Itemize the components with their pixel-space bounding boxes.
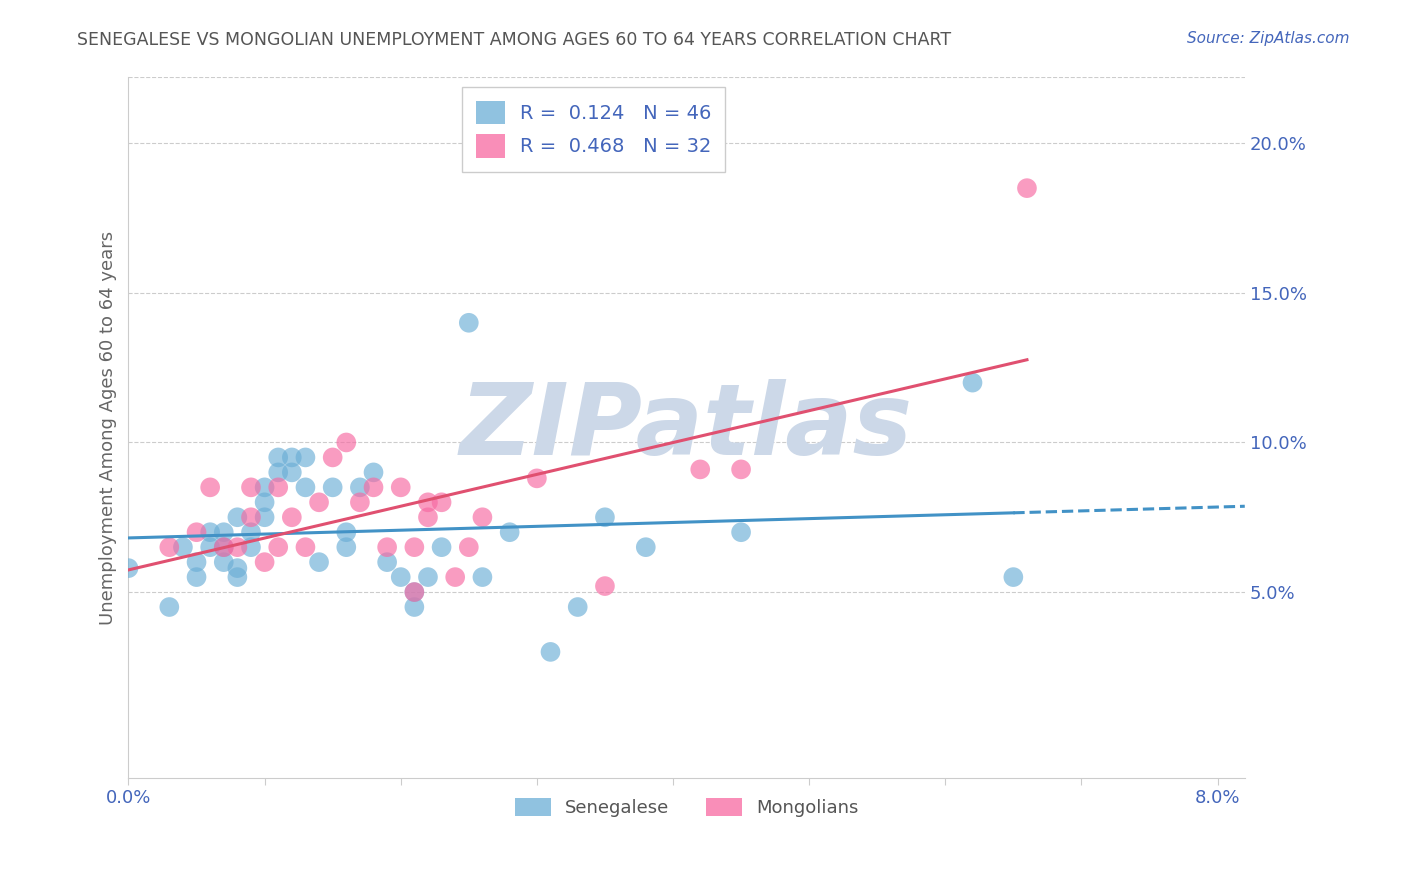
- Point: [281, 466, 304, 480]
- Text: SENEGALESE VS MONGOLIAN UNEMPLOYMENT AMONG AGES 60 TO 64 YEARS CORRELATION CHART: SENEGALESE VS MONGOLIAN UNEMPLOYMENT AMO…: [77, 31, 952, 49]
- Point: [240, 525, 263, 540]
- Point: [389, 570, 412, 584]
- Point: [404, 540, 426, 554]
- Point: [404, 600, 426, 615]
- Point: [226, 510, 249, 524]
- Point: [267, 466, 290, 480]
- Point: [212, 540, 235, 554]
- Point: [540, 645, 562, 659]
- Point: [375, 540, 398, 554]
- Point: [157, 600, 180, 615]
- Point: [1002, 570, 1025, 584]
- Point: [186, 570, 208, 584]
- Point: [308, 555, 330, 569]
- Point: [457, 316, 479, 330]
- Point: [416, 495, 439, 509]
- Point: [322, 480, 344, 494]
- Point: [593, 579, 616, 593]
- Point: [1015, 181, 1038, 195]
- Point: [498, 525, 520, 540]
- Point: [730, 525, 752, 540]
- Point: [416, 570, 439, 584]
- Point: [375, 555, 398, 569]
- Point: [240, 540, 263, 554]
- Point: [281, 510, 304, 524]
- Point: [335, 525, 357, 540]
- Point: [349, 480, 371, 494]
- Point: [430, 495, 453, 509]
- Point: [335, 540, 357, 554]
- Point: [253, 495, 276, 509]
- Point: [157, 540, 180, 554]
- Point: [172, 540, 194, 554]
- Text: Source: ZipAtlas.com: Source: ZipAtlas.com: [1187, 31, 1350, 46]
- Point: [430, 540, 453, 554]
- Point: [689, 462, 711, 476]
- Point: [253, 480, 276, 494]
- Point: [444, 570, 467, 584]
- Point: [186, 555, 208, 569]
- Point: [226, 540, 249, 554]
- Y-axis label: Unemployment Among Ages 60 to 64 years: Unemployment Among Ages 60 to 64 years: [100, 230, 117, 624]
- Point: [471, 570, 494, 584]
- Point: [389, 480, 412, 494]
- Point: [294, 540, 316, 554]
- Point: [634, 540, 657, 554]
- Point: [117, 561, 139, 575]
- Point: [281, 450, 304, 465]
- Point: [294, 480, 316, 494]
- Point: [186, 525, 208, 540]
- Point: [198, 525, 221, 540]
- Point: [593, 510, 616, 524]
- Point: [457, 540, 479, 554]
- Point: [363, 466, 385, 480]
- Point: [294, 450, 316, 465]
- Point: [267, 480, 290, 494]
- Point: [962, 376, 984, 390]
- Point: [267, 450, 290, 465]
- Point: [335, 435, 357, 450]
- Point: [253, 555, 276, 569]
- Point: [349, 495, 371, 509]
- Point: [226, 561, 249, 575]
- Point: [226, 570, 249, 584]
- Point: [416, 510, 439, 524]
- Point: [526, 471, 548, 485]
- Point: [730, 462, 752, 476]
- Point: [471, 510, 494, 524]
- Point: [240, 480, 263, 494]
- Point: [212, 540, 235, 554]
- Point: [198, 540, 221, 554]
- Point: [363, 480, 385, 494]
- Point: [240, 510, 263, 524]
- Point: [267, 540, 290, 554]
- Legend: Senegalese, Mongolians: Senegalese, Mongolians: [508, 790, 866, 824]
- Point: [404, 585, 426, 599]
- Point: [253, 510, 276, 524]
- Point: [198, 480, 221, 494]
- Point: [567, 600, 589, 615]
- Point: [212, 555, 235, 569]
- Point: [212, 525, 235, 540]
- Text: ZIPatlas: ZIPatlas: [460, 379, 912, 476]
- Point: [308, 495, 330, 509]
- Point: [404, 585, 426, 599]
- Point: [322, 450, 344, 465]
